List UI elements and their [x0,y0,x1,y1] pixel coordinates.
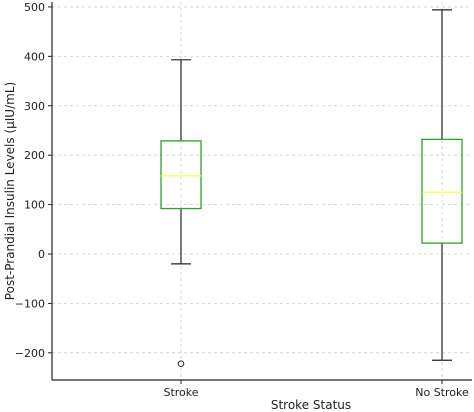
box-group [160,59,202,367]
iqr-box [160,140,202,210]
y-tick-label: 100 [24,199,45,212]
x-ticks: Stroke No Stroke [163,380,469,399]
x-tick-label: Stroke [163,386,198,399]
y-tick-label: 0 [38,248,45,261]
y-tick-label: 300 [24,100,45,113]
iqr-box [421,138,463,244]
grid-lines [52,2,472,380]
x-axis-label: Stroke Status [271,398,351,412]
boxes [160,9,463,367]
box-group [421,9,463,361]
axes [51,2,472,381]
y-tick-label: 500 [24,1,45,14]
y-ticks: −200 −100 0 100 200 300 400 500 [15,1,52,360]
y-tick-label: −200 [15,347,45,360]
outlier-point [177,360,185,367]
y-tick-label: 200 [24,149,45,162]
y-axis-label: Post-Prandial Insulin Levels (µIU/mL) [3,82,17,300]
y-tick-label: 400 [24,50,45,63]
x-tick-label: No Stroke [415,386,469,399]
y-tick-label: −100 [15,297,45,310]
